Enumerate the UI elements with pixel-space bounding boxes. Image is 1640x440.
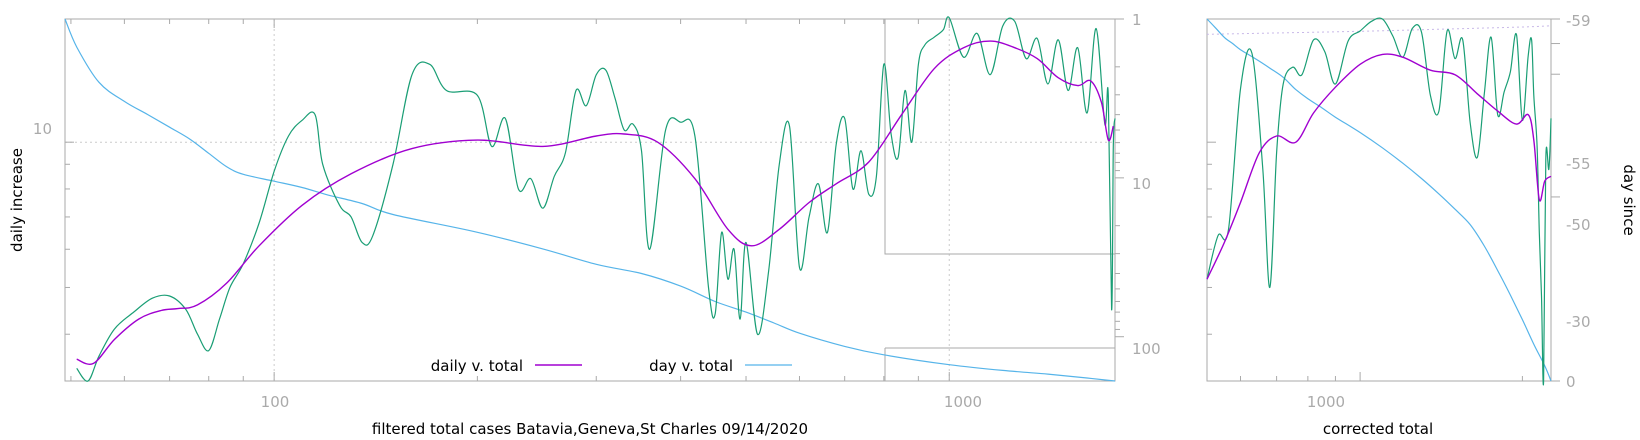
inset-frame [884, 18, 1116, 255]
side-series-line-daily-smooth [1206, 53, 1552, 280]
main-chart: 100 1000 10 1 10 100 filtered total case… [8, 11, 1161, 438]
side-y2-tick-label-0: 0 [1566, 373, 1576, 391]
side-y2-reference-line [1206, 25, 1552, 35]
side-ticks [1207, 18, 1560, 382]
legend: daily v. total day v. total [431, 357, 792, 375]
side-y2-tick-label--55: -55 [1566, 155, 1591, 173]
x-tick-label-1000: 1000 [944, 393, 982, 411]
series-line-day-v-total [64, 18, 1116, 382]
main-minor-ticks [65, 18, 1124, 381]
side-series-line-daily-raw [1206, 17, 1552, 386]
side-chart: 1000 -59 -55 -50 -30 0 corrected total d… [1206, 12, 1638, 438]
legend-label-day-v-total: day v. total [649, 357, 733, 375]
series-line-daily-v-total [76, 40, 1114, 365]
x-tick-label-100: 100 [261, 393, 290, 411]
inset-box [884, 18, 1116, 381]
y-tick-label-10: 10 [33, 120, 52, 138]
side-y2-tick-label--50: -50 [1566, 216, 1591, 234]
y-axis-label: daily increase [8, 148, 26, 252]
legend-label-daily-v-total: daily v. total [431, 357, 523, 375]
y2-tick-label-1: 1 [1132, 11, 1142, 29]
main-plot-frame [64, 18, 1116, 382]
y2-tick-label-100: 100 [1132, 340, 1161, 358]
side-plot-frame [1206, 18, 1552, 382]
side-series-line-day [1206, 18, 1552, 382]
y2-tick-label-10: 10 [1132, 175, 1151, 193]
main-grid [65, 19, 1115, 381]
side-x-tick-label-1000: 1000 [1307, 393, 1345, 411]
side-y2-tick-label--30: -30 [1566, 313, 1591, 331]
x-axis-label: filtered total cases Batavia,Geneva,St C… [372, 420, 808, 438]
side-x-axis-label: corrected total [1323, 420, 1433, 438]
side-y2-axis-label: day since [1620, 164, 1638, 235]
series-line-daily-raw [76, 16, 1116, 382]
side-y2-tick-label--59: -59 [1566, 12, 1591, 30]
